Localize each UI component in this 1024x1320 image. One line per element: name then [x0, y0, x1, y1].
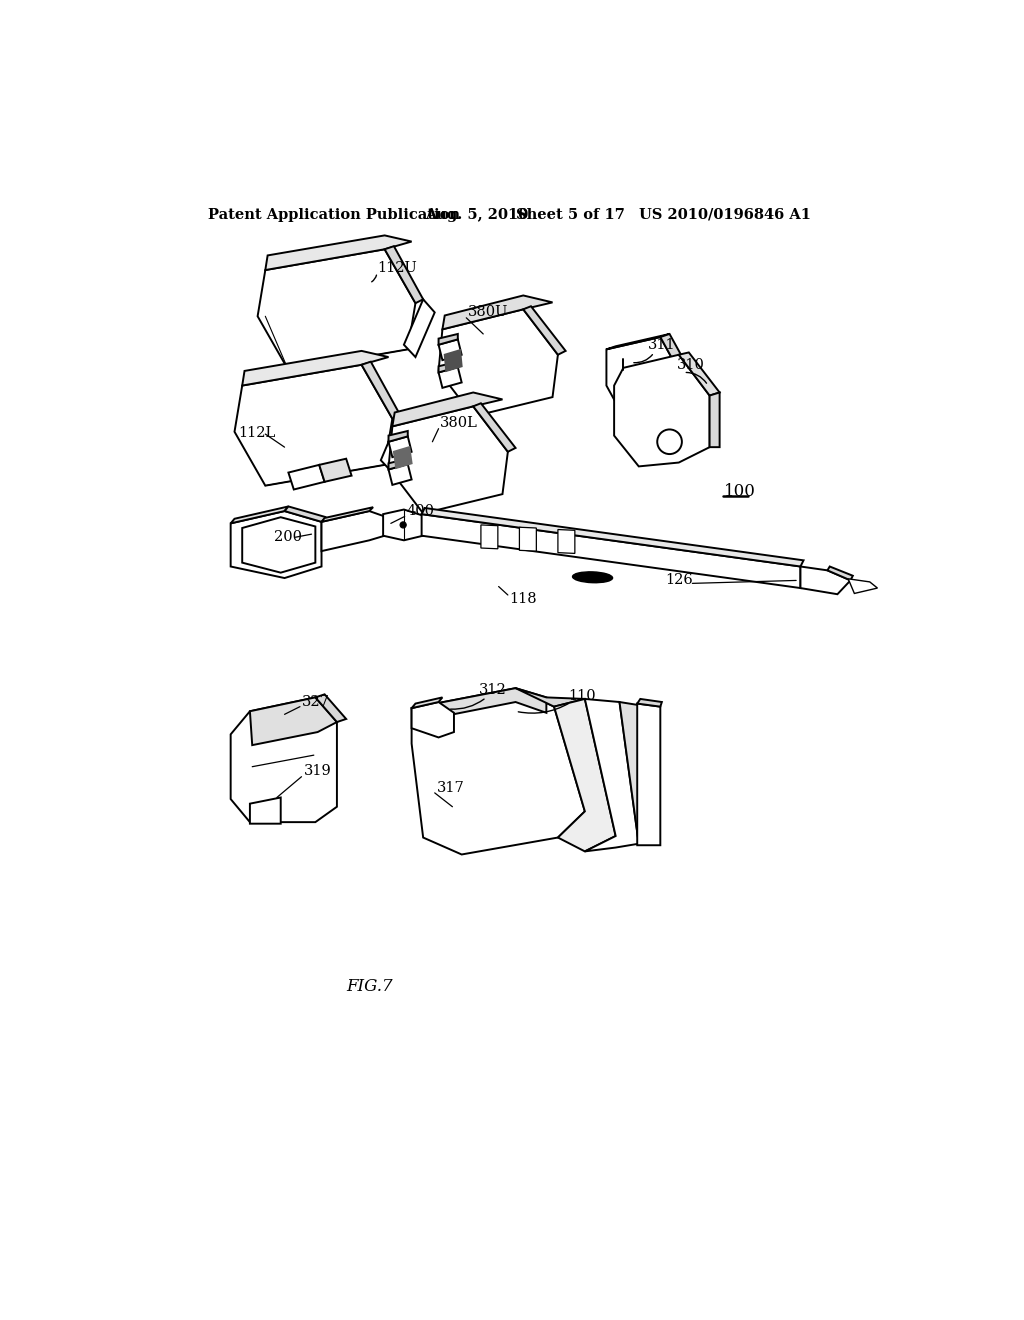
- Text: US 2010/0196846 A1: US 2010/0196846 A1: [639, 207, 811, 222]
- Polygon shape: [412, 688, 547, 722]
- Text: 126: 126: [666, 573, 693, 587]
- Polygon shape: [422, 508, 804, 566]
- Ellipse shape: [572, 572, 612, 582]
- Polygon shape: [388, 465, 412, 484]
- Polygon shape: [558, 529, 574, 553]
- Text: 380U: 380U: [468, 305, 508, 319]
- Polygon shape: [383, 510, 423, 540]
- Text: 317: 317: [437, 781, 465, 795]
- Polygon shape: [606, 334, 670, 350]
- Polygon shape: [438, 339, 462, 360]
- Polygon shape: [438, 367, 462, 388]
- Polygon shape: [585, 700, 639, 851]
- Polygon shape: [265, 235, 412, 271]
- Polygon shape: [679, 352, 720, 396]
- Polygon shape: [388, 459, 408, 470]
- Text: 310: 310: [677, 358, 706, 372]
- Polygon shape: [660, 334, 686, 368]
- Text: 100: 100: [724, 483, 756, 499]
- Polygon shape: [519, 527, 537, 552]
- Polygon shape: [515, 688, 585, 706]
- Polygon shape: [385, 246, 423, 304]
- Polygon shape: [361, 362, 400, 418]
- Polygon shape: [319, 459, 351, 482]
- Polygon shape: [289, 465, 325, 490]
- Polygon shape: [620, 702, 639, 843]
- Polygon shape: [523, 306, 565, 355]
- Text: 312: 312: [479, 682, 507, 697]
- Polygon shape: [444, 350, 462, 371]
- Text: 118: 118: [509, 591, 537, 606]
- Polygon shape: [438, 362, 458, 372]
- Polygon shape: [230, 697, 337, 822]
- Polygon shape: [848, 578, 878, 594]
- Polygon shape: [322, 507, 373, 521]
- Text: 319: 319: [304, 764, 332, 779]
- Polygon shape: [322, 511, 385, 552]
- Polygon shape: [388, 430, 408, 442]
- Polygon shape: [230, 511, 322, 578]
- Polygon shape: [827, 566, 853, 581]
- Polygon shape: [438, 309, 558, 416]
- Polygon shape: [392, 392, 503, 426]
- Text: FIG.7: FIG.7: [346, 978, 392, 995]
- Text: 112U: 112U: [377, 261, 417, 275]
- Polygon shape: [250, 797, 281, 824]
- Polygon shape: [243, 517, 315, 573]
- Polygon shape: [481, 525, 498, 549]
- Polygon shape: [243, 351, 388, 385]
- Polygon shape: [412, 697, 442, 708]
- Text: 110: 110: [568, 689, 596, 702]
- Polygon shape: [388, 407, 508, 513]
- Polygon shape: [381, 414, 412, 473]
- Polygon shape: [394, 447, 412, 469]
- Text: 380L: 380L: [440, 416, 478, 430]
- Polygon shape: [442, 296, 553, 330]
- Polygon shape: [801, 566, 851, 594]
- Text: 112L: 112L: [239, 425, 275, 440]
- Text: Sheet 5 of 17: Sheet 5 of 17: [515, 207, 625, 222]
- Polygon shape: [403, 300, 435, 358]
- Polygon shape: [438, 334, 458, 345]
- Polygon shape: [388, 437, 412, 457]
- Polygon shape: [554, 700, 615, 851]
- Text: 400: 400: [407, 504, 434, 517]
- Text: 311: 311: [648, 338, 676, 351]
- Polygon shape: [637, 704, 660, 845]
- Text: Aug. 5, 2010: Aug. 5, 2010: [425, 207, 528, 222]
- Polygon shape: [412, 702, 454, 738]
- Circle shape: [400, 521, 407, 528]
- Polygon shape: [422, 515, 801, 589]
- Text: Patent Application Publication: Patent Application Publication: [208, 207, 460, 222]
- Text: 200: 200: [273, 531, 302, 544]
- Polygon shape: [614, 355, 710, 466]
- Polygon shape: [637, 700, 662, 706]
- Polygon shape: [250, 697, 337, 744]
- Polygon shape: [234, 364, 392, 486]
- Circle shape: [657, 429, 682, 454]
- Polygon shape: [315, 694, 346, 722]
- Polygon shape: [285, 507, 326, 521]
- Polygon shape: [710, 392, 720, 447]
- Polygon shape: [230, 507, 289, 524]
- Polygon shape: [412, 688, 585, 854]
- Polygon shape: [473, 404, 515, 451]
- Text: 327: 327: [301, 696, 330, 709]
- Polygon shape: [258, 249, 416, 370]
- Polygon shape: [606, 337, 677, 416]
